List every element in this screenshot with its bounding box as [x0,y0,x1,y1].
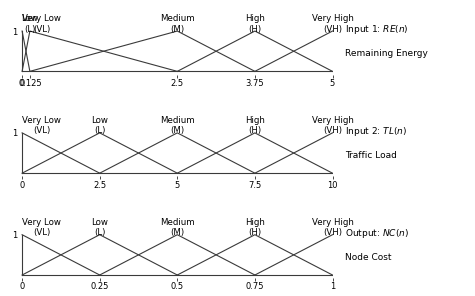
Text: Very Low
(VL): Very Low (VL) [22,116,61,135]
Text: Low
(L): Low (L) [91,116,108,135]
Text: High
(H): High (H) [245,218,265,237]
Text: Input 2: $\it{TL(n)}$: Input 2: $\it{TL(n)}$ [345,125,407,138]
Text: Medium
(M): Medium (M) [160,116,195,135]
Text: Output: $\it{NC(n)}$: Output: $\it{NC(n)}$ [345,227,409,240]
Text: Medium
(M): Medium (M) [160,14,195,33]
Text: Remaining Energy: Remaining Energy [345,49,428,58]
Text: Node Cost: Node Cost [345,253,391,262]
Text: Input 1: $\it{RE(n)}$: Input 1: $\it{RE(n)}$ [345,23,408,36]
Text: Very High
(VH): Very High (VH) [312,14,353,33]
Text: High
(H): High (H) [245,14,265,33]
Text: Traffic Load: Traffic Load [345,151,397,160]
Text: Very High
(VH): Very High (VH) [312,218,353,237]
Text: Very High
(VH): Very High (VH) [312,116,353,135]
Text: Medium
(M): Medium (M) [160,218,195,237]
Text: Very Low
(VL): Very Low (VL) [22,14,61,33]
Text: Very Low
(VL): Very Low (VL) [22,218,61,237]
Text: Low
(L): Low (L) [21,14,38,33]
Text: Low
(L): Low (L) [91,218,108,237]
Text: High
(H): High (H) [245,116,265,135]
